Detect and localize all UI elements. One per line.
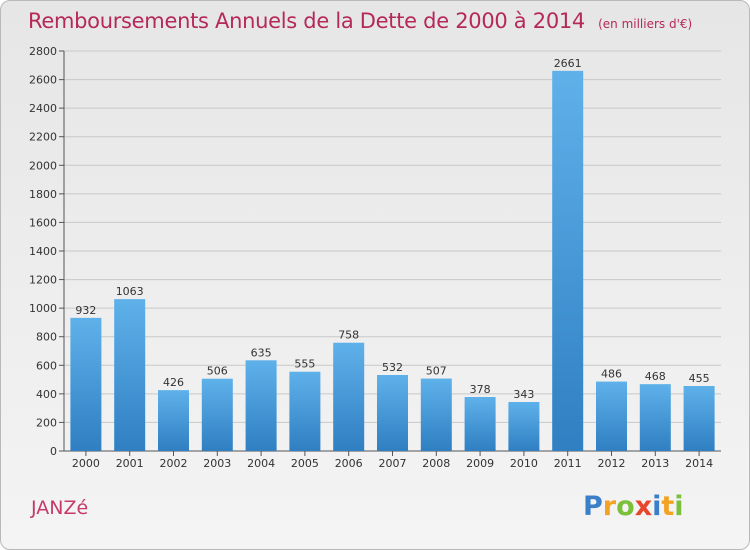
bar	[683, 386, 715, 451]
x-tick-label: 2002	[160, 457, 188, 470]
x-tick-label: 2008	[422, 457, 450, 470]
bar	[420, 378, 452, 451]
bar	[289, 371, 321, 451]
x-tick-label: 2007	[379, 457, 407, 470]
x-tick-label: 2001	[116, 457, 144, 470]
bar	[464, 397, 496, 451]
y-tick-label: 0	[50, 445, 57, 458]
bar-value-label: 932	[75, 304, 96, 317]
bar-value-label: 343	[513, 388, 534, 401]
bar	[377, 375, 408, 451]
x-tick-label: 2006	[335, 457, 363, 470]
x-tick-label: 2013	[641, 457, 669, 470]
x-tick-label: 2004	[247, 457, 275, 470]
y-tick-label: 2400	[29, 102, 57, 115]
chart-title-block: Remboursements Annuels de la Dette de 20…	[28, 9, 692, 33]
bar	[508, 402, 540, 451]
bar-value-label: 468	[645, 370, 666, 383]
x-tick-label: 2014	[685, 457, 713, 470]
commune-name: JANZé	[31, 497, 89, 519]
x-tick-label: 2003	[203, 457, 231, 470]
x-tick-label: 2005	[291, 457, 319, 470]
y-tick-label: 2600	[29, 74, 57, 87]
logo-letter: P	[583, 491, 603, 522]
bar	[201, 378, 233, 451]
logo-letter: r	[602, 491, 617, 522]
y-tick-label: 1400	[29, 245, 57, 258]
x-tick-label: 2012	[598, 457, 626, 470]
bar	[333, 342, 365, 451]
logo-letter: x	[634, 491, 653, 522]
y-tick-label: 2000	[29, 159, 57, 172]
y-tick-label: 200	[36, 416, 57, 429]
bar-value-label: 486	[601, 368, 622, 381]
y-tick-label: 1600	[29, 216, 57, 229]
y-tick-label: 1800	[29, 188, 57, 201]
x-tick-label: 2009	[466, 457, 494, 470]
bar-value-label: 2661	[554, 57, 582, 70]
x-tick-label: 2011	[554, 457, 582, 470]
bar-value-label: 635	[251, 346, 272, 359]
x-tick-label: 2000	[72, 457, 100, 470]
logo-letter: i	[674, 491, 684, 522]
bar-value-label: 506	[207, 365, 228, 378]
bar	[158, 390, 189, 451]
chart-subtitle: (en milliers d'€)	[598, 17, 693, 31]
x-tick-label: 2010	[510, 457, 538, 470]
bar-value-label: 1063	[116, 285, 144, 298]
bar	[639, 384, 671, 451]
logo-letter: o	[616, 491, 635, 522]
bar-value-label: 507	[426, 365, 447, 378]
y-tick-label: 400	[36, 388, 57, 401]
bar-value-label: 532	[382, 361, 403, 374]
y-tick-label: 1000	[29, 302, 57, 315]
y-tick-label: 2800	[29, 45, 57, 58]
bar-value-label: 426	[163, 376, 184, 389]
y-tick-label: 2200	[29, 131, 57, 144]
proxiti-logo: Proxiti	[583, 491, 684, 522]
y-tick-label: 600	[36, 359, 57, 372]
bar-value-label: 455	[689, 372, 710, 385]
bar-value-label: 555	[294, 358, 315, 371]
chart-title: Remboursements Annuels de la Dette de 20…	[28, 9, 585, 33]
bar-value-label: 758	[338, 329, 359, 342]
bar-value-label: 378	[470, 383, 491, 396]
bar	[596, 381, 627, 451]
logo-letter: t	[661, 491, 675, 522]
bar	[552, 70, 584, 451]
y-tick-label: 800	[36, 331, 57, 344]
bar	[245, 360, 277, 451]
bar	[114, 299, 146, 451]
y-tick-label: 1200	[29, 274, 57, 287]
logo-letter: i	[652, 491, 662, 522]
bar	[70, 317, 102, 451]
